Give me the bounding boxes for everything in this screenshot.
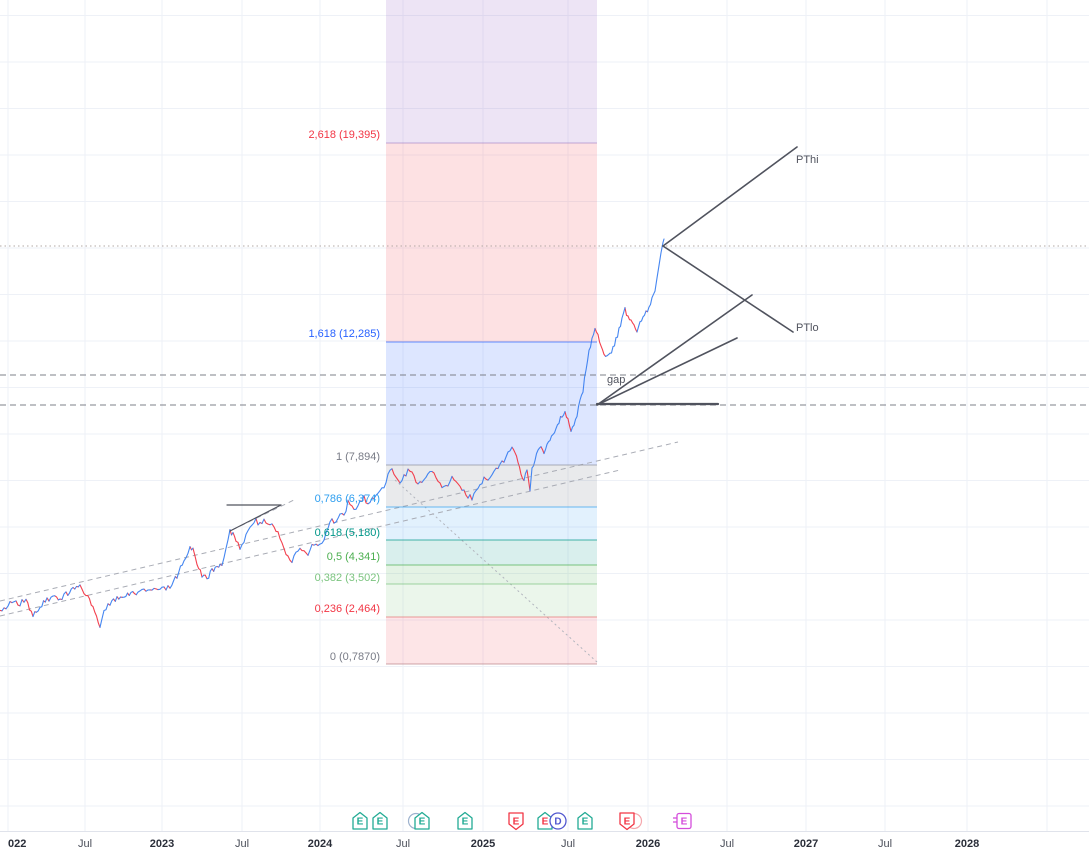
gap-label: gap xyxy=(607,374,625,386)
pt-hi-label: PThi xyxy=(796,154,819,166)
x-tick-label: Jul xyxy=(78,838,92,850)
badge-letter: E xyxy=(542,817,549,828)
estimate-icon xyxy=(676,812,692,830)
dividend-icon xyxy=(549,812,567,830)
earnings-icon xyxy=(414,811,430,830)
x-tick-label: Jul xyxy=(396,838,410,850)
guide-lines xyxy=(0,245,1089,663)
annotation-labels: PThi PTlo gap xyxy=(607,154,819,386)
earnings-icon xyxy=(577,811,593,830)
fib-level-lines[interactable] xyxy=(386,142,597,665)
x-tick-label: Jul xyxy=(235,838,249,850)
fib-level-label: 0,236 (2,464) xyxy=(315,603,380,615)
annotation-lines[interactable] xyxy=(226,146,798,532)
fib-level-label: 0,786 (6,374) xyxy=(315,493,380,505)
x-tick-label: 2023 xyxy=(150,838,174,850)
fib-bands xyxy=(386,0,597,664)
badge-letter: D xyxy=(554,817,561,828)
pt-lo-label: PTlo xyxy=(796,322,819,334)
channel-lower xyxy=(0,469,621,617)
badge-letter: E xyxy=(681,817,688,828)
x-tick-label: 2025 xyxy=(471,838,495,850)
badge-letter: E xyxy=(624,817,631,828)
wedge-rising-line[interactable] xyxy=(229,504,282,532)
earnings-badge[interactable]: E xyxy=(372,811,388,830)
price-series xyxy=(0,238,665,628)
grid-layer xyxy=(0,0,1089,831)
earnings-miss-icon xyxy=(508,812,524,831)
earnings-miss-badge[interactable]: E xyxy=(619,812,643,831)
dividend-badge[interactable]: D xyxy=(549,812,567,830)
earnings-icon xyxy=(537,811,553,830)
fib-level-label: 0 (0,7870) xyxy=(330,651,380,663)
fib-level-label: 0,382 (3,502) xyxy=(315,572,380,584)
x-tick-label: 2024 xyxy=(308,838,333,850)
earnings-icon xyxy=(372,811,388,830)
price-path-down xyxy=(0,307,649,628)
fib-band xyxy=(386,342,597,465)
x-tick-label: 2028 xyxy=(955,838,979,850)
axis-background xyxy=(0,832,1089,862)
earnings-badge[interactable]: E xyxy=(407,811,430,830)
channel-upper xyxy=(0,441,679,602)
gap-lower-projection[interactable] xyxy=(596,337,738,406)
fib-level-label: 1,618 (12,285) xyxy=(308,328,380,340)
gap-upper-projection[interactable] xyxy=(596,294,753,406)
x-tick-label: 2027 xyxy=(794,838,818,850)
fib-level-label: 1 (7,894) xyxy=(336,451,380,463)
pt-hi-line[interactable] xyxy=(662,146,798,247)
earnings-estimate-badge[interactable]: E xyxy=(673,812,692,830)
x-tick-label: 022 xyxy=(8,838,26,850)
fib-band xyxy=(386,584,597,617)
badge-letter: E xyxy=(377,817,384,828)
earnings-badge[interactable]: E xyxy=(457,811,473,830)
x-tick-label: 2026 xyxy=(636,838,660,850)
time-axis[interactable]: 022 Jul 2023 Jul 2024 Jul 2025 Jul 2026 Jul 2027 Ju… xyxy=(0,831,1089,862)
fib-band xyxy=(386,540,597,565)
x-tick-label: Jul xyxy=(561,838,575,850)
earnings-badge[interactable]: E xyxy=(537,811,553,830)
badge-letter: E xyxy=(513,817,520,828)
earnings-icon xyxy=(352,811,368,830)
x-tick-label: Jul xyxy=(720,838,734,850)
badge-letter: E xyxy=(582,817,589,828)
fib-level-label: 0,5 (4,341) xyxy=(327,551,380,563)
fib-band xyxy=(386,507,597,540)
earnings-badge[interactable]: E xyxy=(352,811,368,830)
x-tick-label: Jul xyxy=(878,838,892,850)
badge-letter: E xyxy=(419,817,426,828)
descending-measure xyxy=(394,479,598,663)
fib-level-labels: 2,618 (19,395) 1,618 (12,285) 1 (7,894) 0,7… xyxy=(308,129,380,663)
pt-lo-line[interactable] xyxy=(662,245,794,333)
fib-level-label: 2,618 (19,395) xyxy=(308,129,380,141)
fib-band xyxy=(386,143,597,342)
earnings-miss-icon xyxy=(619,812,635,831)
fib-band xyxy=(386,617,597,664)
badge-letter: E xyxy=(357,817,364,828)
earnings-miss-badge[interactable]: E xyxy=(508,812,524,831)
price-path-up xyxy=(1,238,665,628)
earnings-icon xyxy=(457,811,473,830)
fib-band xyxy=(386,565,597,584)
fib-level-label: 0,618 (5,180) xyxy=(315,527,380,539)
badge-letter: E xyxy=(462,817,469,828)
fib-band xyxy=(386,0,597,143)
earnings-badge[interactable]: E xyxy=(577,811,593,830)
